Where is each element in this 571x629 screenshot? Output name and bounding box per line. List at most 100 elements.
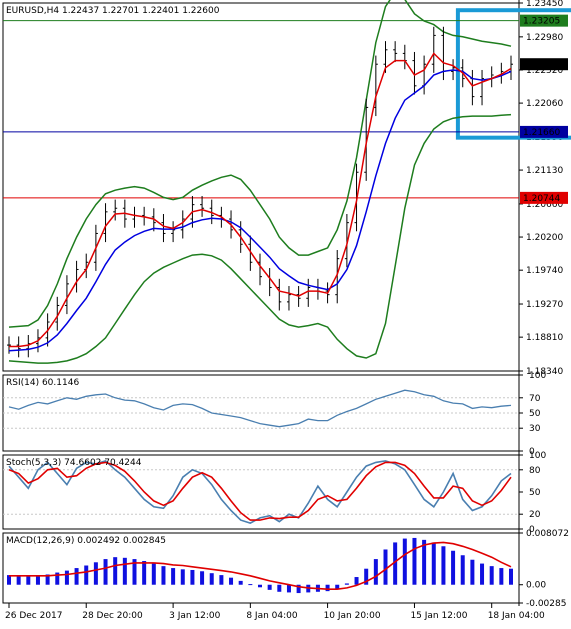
- time-tick-label: 28 Dec 20:00: [82, 611, 143, 621]
- macd-tick-label: 0.00: [526, 581, 546, 591]
- stoch-tick-label: 80: [529, 466, 541, 476]
- bollinger-lower: [8, 113, 512, 364]
- stoch-signal-line: [8, 461, 512, 521]
- macd-histogram-bar: [489, 566, 494, 585]
- level-label: 1.22600: [523, 60, 560, 70]
- macd-histogram-bar: [35, 575, 40, 585]
- level-label-bg: [520, 125, 568, 138]
- ma-fast-line: [9, 52, 512, 348]
- macd-histogram-bar: [383, 549, 388, 585]
- macd-histogram-bar: [431, 542, 436, 585]
- macd-histogram-bar: [45, 574, 50, 585]
- macd-label: MACD(12,26,9) 0.002492 0.002845: [6, 536, 166, 546]
- macd-histogram-bar: [180, 569, 185, 585]
- macd-histogram-bar: [258, 584, 262, 588]
- price-tick-label: 1.18810: [526, 333, 563, 343]
- panel-frame-price: [2, 2, 520, 372]
- macd-histogram-bar: [248, 584, 253, 586]
- macd-histogram-bar: [171, 568, 176, 585]
- price-tick-label: 1.23450: [526, 0, 563, 9]
- macd-histogram-bar: [93, 562, 98, 585]
- macd-histogram-bar: [393, 542, 398, 585]
- macd-histogram-bar: [229, 577, 234, 585]
- macd-histogram-bar: [344, 583, 349, 585]
- macd-histogram-bar: [412, 537, 417, 585]
- macd-histogram-bar: [354, 577, 359, 585]
- macd-histogram-bar: [451, 550, 456, 585]
- macd-tick-label: 0.008072: [526, 529, 569, 539]
- price-tick-label: 1.19740: [526, 266, 563, 276]
- macd-histogram-bar: [219, 575, 224, 585]
- price-tick-label: 1.19270: [526, 300, 563, 310]
- macd-histogram-bar: [142, 561, 147, 585]
- price-tick-label: 1.21130: [526, 166, 563, 176]
- macd-histogram-bar: [113, 557, 118, 585]
- macd-histogram-bar: [103, 559, 108, 585]
- rsi-tick-label: 50: [529, 409, 541, 419]
- level-label: 1.20744: [523, 194, 560, 204]
- macd-histogram-bar: [509, 568, 513, 585]
- macd-histogram-bar: [161, 566, 166, 585]
- macd-histogram-bar: [64, 570, 69, 585]
- macd-histogram-bar: [16, 575, 21, 585]
- macd-histogram-bar: [122, 557, 127, 585]
- rsi-tick-label: 0: [529, 447, 535, 457]
- macd-histogram-bar: [277, 584, 282, 592]
- time-tick-label: 8 Jan 04:00: [246, 611, 298, 621]
- macd-histogram-bar: [499, 568, 504, 585]
- price-tick-label: 1.18340: [526, 367, 563, 377]
- level-label-bg: [520, 191, 568, 204]
- price-tick-label: 1.20200: [526, 233, 563, 243]
- macd-histogram-bar: [190, 569, 195, 585]
- macd-histogram-bar: [26, 576, 31, 585]
- stoch-tick-label: 50: [529, 488, 541, 498]
- macd-histogram-bar: [200, 571, 205, 585]
- price-tick-label: 1.22980: [526, 33, 563, 43]
- macd-histogram-bar: [74, 568, 79, 585]
- macd-histogram-bar: [286, 584, 291, 593]
- time-tick-label: 3 Jan 12:00: [169, 611, 221, 621]
- macd-histogram-bar: [402, 538, 407, 585]
- macd-histogram-bar: [441, 546, 446, 585]
- time-tick-label: 18 Jan 04:00: [488, 611, 545, 621]
- macd-histogram-bar: [55, 572, 60, 585]
- bollinger-upper: [8, 0, 512, 328]
- stoch-main-line: [8, 459, 512, 524]
- macd-histogram-bar: [238, 580, 243, 585]
- stoch-tick-label: 20: [529, 510, 541, 520]
- price-tick-label: 1.20660: [526, 200, 563, 210]
- macd-histogram-bar: [267, 584, 272, 590]
- level-label: 1.21660: [523, 128, 560, 138]
- macd-histogram-bar: [84, 565, 89, 585]
- macd-histogram-bar: [335, 584, 340, 589]
- macd-histogram-bar: [151, 563, 156, 585]
- macd-histogram-bar: [7, 575, 11, 585]
- time-tick-label: 15 Jan 12:00: [410, 611, 467, 621]
- macd-histogram-bar: [373, 559, 378, 585]
- macd-histogram-bar: [132, 559, 137, 585]
- stoch-tick-label: 0: [529, 525, 535, 535]
- macd-histogram-bar: [480, 563, 485, 585]
- ma-slow-line: [8, 69, 512, 352]
- macd-histogram-bar: [296, 584, 301, 594]
- macd-histogram-bar: [364, 568, 369, 585]
- stoch-label: Stoch(5,3,3) 74.6602 70.4244: [6, 458, 142, 468]
- rsi-tick-label: 100: [529, 371, 546, 381]
- macd-signal-line: [9, 541, 512, 590]
- macd-tick-label: -0.00285: [526, 599, 566, 609]
- rsi-tick-label: 30: [529, 424, 541, 434]
- level-label: 1.23205: [523, 17, 560, 27]
- rsi-tick-label: 70: [529, 394, 541, 404]
- highlight-box: [455, 8, 571, 140]
- time-tick-label: 26 Dec 2017: [5, 611, 63, 621]
- time-tick-label: 10 Jan 20:00: [324, 611, 381, 621]
- macd-histogram-bar: [422, 539, 427, 585]
- stoch-tick-label: 100: [529, 451, 546, 461]
- price-tick-label: 1.22520: [526, 66, 563, 76]
- rsi-label: RSI(14) 60.1146: [6, 378, 79, 388]
- macd-histogram-bar: [470, 559, 475, 585]
- macd-histogram-bar: [460, 555, 465, 585]
- macd-histogram-bar: [325, 584, 330, 592]
